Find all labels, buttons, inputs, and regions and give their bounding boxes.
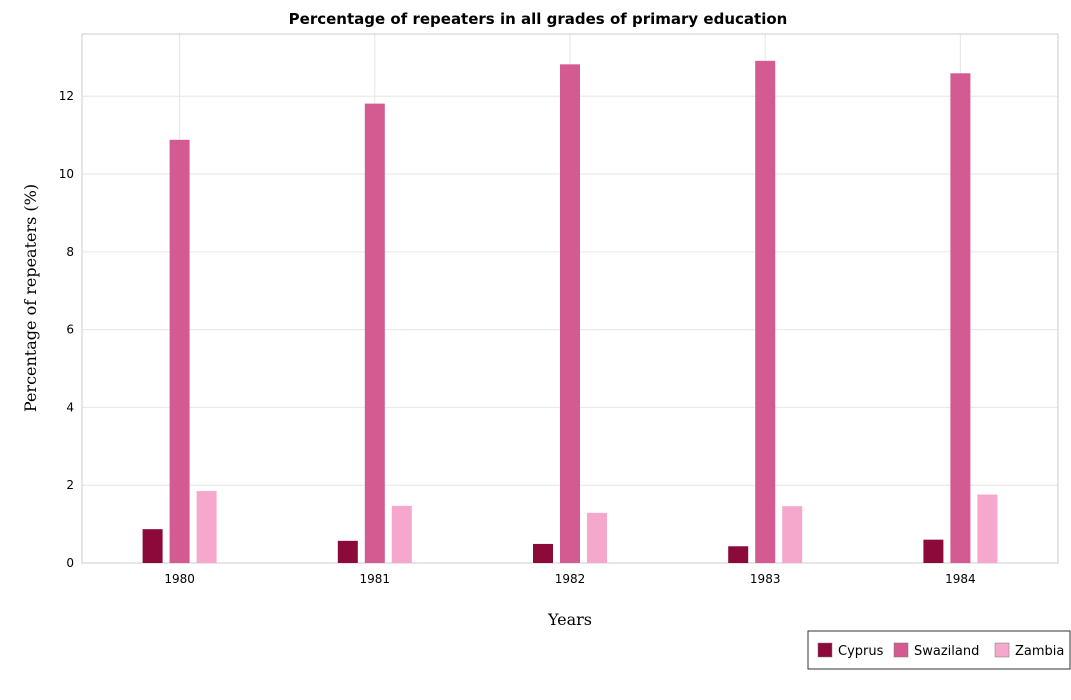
bar-zambia-1981 bbox=[391, 505, 412, 563]
bar-zambia-1980 bbox=[196, 491, 217, 563]
bar-swaziland-1980 bbox=[169, 139, 190, 564]
legend-label-cyprus: Cyprus bbox=[838, 644, 884, 659]
legend-swatch-swaziland bbox=[893, 642, 909, 658]
legend-swatch-cyprus bbox=[817, 642, 833, 658]
bar-swaziland-1982 bbox=[560, 64, 580, 563]
y-tick-label: 10 bbox=[59, 167, 74, 181]
x-tick-label: 1981 bbox=[360, 572, 391, 586]
chart-title: Percentage of repeaters in all grades of… bbox=[289, 10, 788, 28]
y-tick-label: 0 bbox=[66, 556, 74, 570]
legend-label-swaziland: Swaziland bbox=[914, 644, 979, 659]
x-axis-ticks: 1980 1981 1982 1983 1984 bbox=[164, 572, 975, 586]
y-tick-label: 12 bbox=[59, 89, 74, 103]
y-tick-label: 4 bbox=[66, 400, 74, 414]
x-tick-label: 1983 bbox=[750, 572, 781, 586]
bar-cyprus-1982 bbox=[533, 543, 553, 563]
legend-swatch-zambia bbox=[994, 642, 1010, 658]
y-tick-label: 2 bbox=[66, 478, 74, 492]
y-axis-ticks: 0 2 4 6 8 10 12 bbox=[59, 89, 74, 570]
bar-zambia-1983 bbox=[782, 506, 803, 563]
x-tick-label: 1982 bbox=[555, 572, 586, 586]
bar-cyprus-1983 bbox=[728, 546, 749, 563]
legend-label-zambia: Zambia bbox=[1015, 644, 1064, 659]
legend: Cyprus Swaziland Zambia bbox=[807, 630, 1071, 670]
x-tick-label: 1984 bbox=[945, 572, 976, 586]
x-tick-label: 1980 bbox=[164, 572, 195, 586]
y-tick-label: 6 bbox=[66, 323, 74, 337]
bar-cyprus-1984 bbox=[923, 539, 944, 563]
bar-cyprus-1980 bbox=[142, 529, 163, 563]
legend-box bbox=[807, 630, 1071, 670]
x-axis-label: Years bbox=[547, 610, 592, 629]
bar-swaziland-1984 bbox=[950, 73, 971, 564]
y-axis-label: Percentage of repeaters (%) bbox=[21, 184, 40, 412]
bar-cyprus-1981 bbox=[337, 540, 358, 563]
bar-zambia-1982 bbox=[587, 512, 607, 563]
bar-zambia-1984 bbox=[977, 494, 998, 563]
bars bbox=[142, 60, 998, 564]
y-tick-label: 8 bbox=[66, 245, 74, 259]
bar-swaziland-1981 bbox=[364, 103, 385, 563]
bar-swaziland-1983 bbox=[755, 60, 776, 564]
